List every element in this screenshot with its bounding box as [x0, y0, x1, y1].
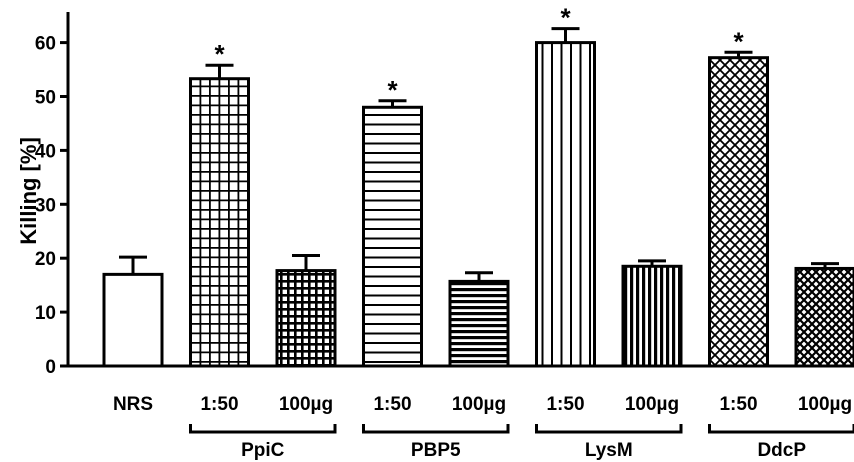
group-label: LysM	[585, 440, 633, 461]
significance-mark: *	[560, 3, 571, 33]
x-tick-label: 1:50	[719, 394, 757, 415]
group-label: DdcP	[757, 440, 806, 461]
group-bracket	[708, 424, 854, 434]
y-tick-label: 0	[45, 357, 56, 378]
y-tick-label: 30	[35, 195, 56, 216]
bar	[708, 56, 769, 368]
significance-mark: *	[387, 75, 398, 105]
bar	[102, 272, 164, 368]
x-tick-label: 100µg	[279, 394, 333, 415]
y-tick-label: 60	[35, 34, 56, 55]
group-bracket	[362, 424, 510, 434]
x-tick-label: 1:50	[546, 394, 584, 415]
bar	[535, 41, 596, 368]
significance-mark: *	[733, 26, 744, 56]
y-tick-label: 40	[35, 141, 56, 162]
group-brackets: PpiC PBP5 LysM DdcP	[189, 424, 854, 461]
group-bracket	[189, 424, 337, 434]
bar	[362, 105, 423, 368]
group-bracket	[535, 424, 683, 434]
y-tick-label: 50	[35, 88, 56, 109]
bar	[794, 266, 854, 368]
x-tick-label: NRS	[113, 394, 153, 415]
bar	[189, 77, 250, 368]
significance-mark: *	[214, 39, 225, 69]
bar	[448, 279, 510, 368]
x-tick-label: 100µg	[625, 394, 679, 415]
group-label: PBP5	[411, 440, 461, 461]
group-label: PpiC	[241, 440, 285, 461]
y-axis: 0 10 20 30 40 50 60	[35, 12, 70, 378]
x-axis: NRS 1:50 100µg 1:50 100µg 1:50 100µg 1:50 100µg	[66, 364, 852, 415]
x-tick-label: 1:50	[373, 394, 411, 415]
x-tick-label: 1:50	[200, 394, 238, 415]
bar	[275, 269, 337, 368]
y-tick-label: 10	[35, 303, 56, 324]
bar	[621, 264, 683, 368]
y-tick-label: 20	[35, 249, 56, 270]
y-axis-label: Killing [%]	[16, 137, 41, 245]
x-tick-label: 100µg	[452, 394, 506, 415]
bars-layer: * * * *	[102, 3, 854, 368]
x-tick-label: 100µg	[798, 394, 852, 415]
